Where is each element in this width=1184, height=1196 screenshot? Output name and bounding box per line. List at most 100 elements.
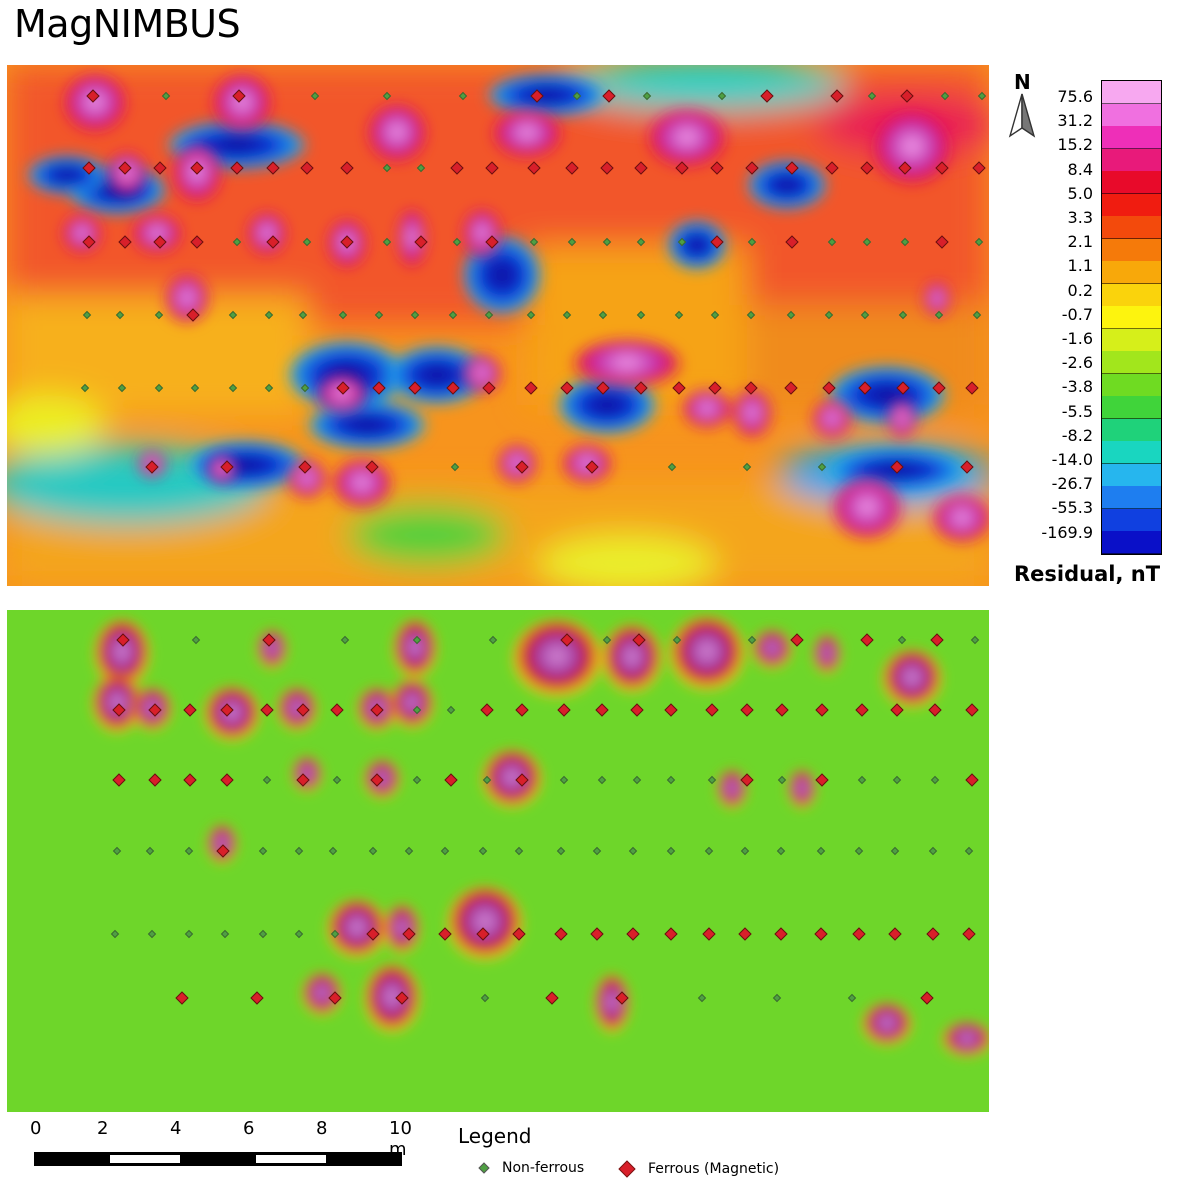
non-ferrous-marker <box>446 705 456 715</box>
ferrous-marker <box>230 161 244 175</box>
bottom-survey-markers <box>110 633 980 1005</box>
ferrous-marker <box>785 161 799 175</box>
ferrous-marker <box>615 991 629 1005</box>
ferrous-marker <box>972 161 986 175</box>
ferrous-marker <box>262 633 276 647</box>
non-ferrous-marker <box>827 237 837 247</box>
non-ferrous-marker <box>332 775 342 785</box>
ferrous-marker <box>920 991 934 1005</box>
ferrous-marker <box>785 235 799 249</box>
ferrous-marker <box>515 773 529 787</box>
non-ferrous-marker <box>412 775 422 785</box>
ferrous-marker <box>112 703 126 717</box>
ferrous-marker <box>402 927 416 941</box>
scale-bar: 0 2 4 6 8 10 m <box>30 1118 430 1178</box>
legend-label-non-ferrous: Non-ferrous <box>502 1160 585 1176</box>
non-ferrous-marker <box>529 237 539 247</box>
ferrous-marker <box>560 633 574 647</box>
ferrous-marker <box>340 235 354 249</box>
ferrous-marker <box>250 991 264 1005</box>
colorbar-tick-label: -26.7 <box>1051 474 1093 494</box>
non-ferrous-marker <box>746 310 756 320</box>
non-ferrous-marker <box>740 846 750 856</box>
non-ferrous-marker <box>298 310 308 320</box>
non-ferrous-marker <box>338 310 348 320</box>
non-ferrous-marker <box>258 846 268 856</box>
non-ferrous-marker <box>482 775 492 785</box>
non-ferrous-marker <box>697 993 707 1003</box>
ferrous-marker <box>148 773 162 787</box>
shaded-map[interactable] <box>7 610 989 1112</box>
non-ferrous-marker <box>416 163 426 173</box>
scale-tick-label: 2 <box>97 1118 109 1139</box>
colorbar-swatch <box>1102 328 1161 352</box>
non-ferrous-marker <box>190 383 200 393</box>
non-ferrous-marker <box>458 91 468 101</box>
ferrous-marker <box>855 703 869 717</box>
ferrous-marker <box>153 161 167 175</box>
colorbar-swatch <box>1102 306 1161 330</box>
colorbar-swatch <box>1102 418 1161 442</box>
non-ferrous-marker <box>300 383 310 393</box>
non-ferrous-marker <box>602 635 612 645</box>
ferrous-marker <box>926 927 940 941</box>
non-ferrous-marker <box>704 846 714 856</box>
scale-segment <box>180 1152 256 1166</box>
non-ferrous-marker <box>330 929 340 939</box>
non-ferrous-marker <box>930 775 940 785</box>
ferrous-diamond-icon <box>618 1160 636 1178</box>
non-ferrous-marker <box>776 846 786 856</box>
non-ferrous-marker <box>382 163 392 173</box>
ferrous-marker <box>965 703 979 717</box>
ferrous-marker <box>634 161 648 175</box>
ferrous-marker <box>790 633 804 647</box>
ferrous-marker <box>190 161 204 175</box>
ferrous-marker <box>554 927 568 941</box>
ferrous-marker <box>632 633 646 647</box>
non-ferrous-marker <box>666 846 676 856</box>
ferrous-marker <box>328 991 342 1005</box>
non-ferrous-marker <box>974 237 984 247</box>
ferrous-marker <box>557 703 571 717</box>
ferrous-marker <box>965 381 979 395</box>
ferrous-marker <box>296 773 310 787</box>
ferrous-marker <box>232 89 246 103</box>
colorbar-swatch <box>1102 261 1161 285</box>
residual-map-canvas <box>7 65 989 586</box>
non-ferrous-marker <box>184 846 194 856</box>
non-ferrous-marker <box>154 383 164 393</box>
non-ferrous-marker <box>228 383 238 393</box>
scale-tick-label: 4 <box>170 1118 182 1139</box>
non-ferrous-marker <box>567 237 577 247</box>
non-ferrous-marker <box>860 310 870 320</box>
non-ferrous-marker <box>862 237 872 247</box>
ferrous-marker <box>600 161 614 175</box>
colorbar-swatch <box>1102 238 1161 262</box>
ferrous-marker <box>414 235 428 249</box>
colorbar-tick-label: 31.2 <box>1057 111 1093 131</box>
ferrous-marker <box>560 381 574 395</box>
ferrous-marker <box>300 161 314 175</box>
colorbar-swatch <box>1102 171 1161 195</box>
residual-map[interactable] <box>7 65 989 586</box>
non-ferrous-marker <box>672 635 682 645</box>
ferrous-marker <box>220 460 234 474</box>
ferrous-marker <box>444 773 458 787</box>
ferrous-marker <box>298 460 312 474</box>
non-ferrous-marker <box>340 635 350 645</box>
ferrous-marker <box>153 235 167 249</box>
colorbar-tick-label: 15.2 <box>1057 135 1093 155</box>
colorbar-swatch <box>1102 193 1161 217</box>
non-ferrous-marker <box>934 310 944 320</box>
non-ferrous-marker <box>382 91 392 101</box>
ferrous-marker <box>183 773 197 787</box>
ferrous-marker <box>675 161 689 175</box>
ferrous-marker <box>775 703 789 717</box>
non-ferrous-marker <box>717 91 727 101</box>
non-ferrous-marker <box>264 310 274 320</box>
ferrous-marker <box>370 703 384 717</box>
ferrous-marker <box>932 381 946 395</box>
ferrous-marker <box>784 381 798 395</box>
non-ferrous-marker <box>890 846 900 856</box>
ferrous-marker <box>896 381 910 395</box>
